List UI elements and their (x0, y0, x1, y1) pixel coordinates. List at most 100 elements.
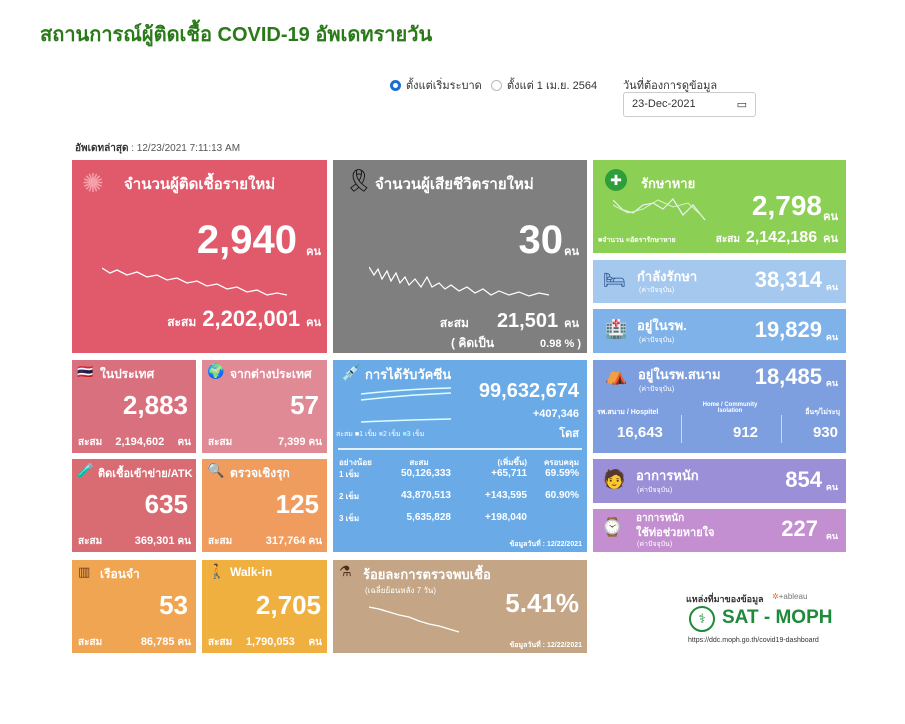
cumulative-label: สะสม (208, 437, 233, 448)
vaccine-rows-0-0: 1 เข็ม (339, 470, 360, 479)
vaccine-legend-1: 1 เข็ม (359, 431, 377, 438)
radio-icon (491, 79, 502, 91)
unit-label: คน (308, 437, 322, 448)
hospital-bed-icon: 🛏 (603, 270, 626, 290)
abroad-cumulative-row: สะสม 7,399 คน (208, 435, 322, 450)
abroad-cumulative: 7,399 (277, 436, 306, 448)
treating-value: 38,314 (754, 267, 822, 292)
element: ■ (378, 431, 383, 438)
abroad-title: จากต่างประเทศ (230, 367, 312, 381)
vaccine-total: 99,632,674 (478, 380, 579, 402)
last-updated: อัพเดทล่าสุด : 12/23/2021 7:11:13 AM (75, 141, 240, 156)
deaths-value: 30 (518, 218, 564, 262)
other-value: 930 (812, 424, 838, 441)
recovered-cumulative-row: สะสม 2,142,186 คน (693, 229, 838, 247)
domestic-value: 2,883 (122, 390, 188, 420)
source-url[interactable]: https://ddc.moph.go.th/covid19-dashboard (688, 637, 819, 644)
unit: คน (825, 282, 838, 292)
cumulative-label: สะสม (439, 316, 469, 330)
new-cases-cumulative-row: สะสม 2,202,001 คน (82, 306, 321, 332)
divider (781, 415, 782, 443)
walkin-cumulative: 1,790,053 (245, 636, 295, 648)
atk-title: ติดเชื้อเข้าข่าย/ATK (98, 468, 193, 480)
unit: คน (825, 378, 838, 388)
field-value: 18,485 (754, 364, 822, 389)
patient-iv-icon: 🧑 (603, 469, 626, 489)
walkin-card: 🚶 Walk-in 2,705 สะสม 1,790,053 คน (202, 560, 327, 653)
date-input[interactable]: 23-Dec-2021 ▭ (623, 92, 756, 117)
treating-title: กำลังรักษา (637, 269, 698, 284)
vaccine-rows-2-1: 5,635,828 (406, 512, 452, 523)
medical-cross-icon: ✚ (605, 169, 627, 191)
element (361, 387, 451, 423)
deaths-sparkline (369, 266, 550, 297)
vaccine-headers-1: สะสม (409, 458, 429, 467)
syringe-icon: 💉 (341, 365, 361, 382)
walkin-value: 2,705 (255, 590, 321, 620)
positivity-sparkline (369, 606, 460, 633)
hospitel-value: 16,643 (617, 424, 663, 441)
vaccine-legend: สะสม ■1 เข็ม ■2 เข็ม ■3 เข็ม (336, 431, 425, 438)
proactive-cumulative: 317,764 (265, 535, 306, 547)
recovered-legend-0: จำนวน (602, 237, 624, 244)
prison-title: เรือนจำ (100, 567, 140, 581)
ventilator-title2: ใช้ท่อช่วยหายใจ (636, 527, 715, 539)
hospital-icon: 🏥 (605, 319, 628, 339)
globe-icon: 🌍 (207, 363, 225, 379)
element (613, 199, 704, 218)
ventilator-title: อาการหนัก (636, 513, 685, 524)
prison-value: 53 (159, 590, 188, 620)
radio-since-apr-2564[interactable]: ตั้งแต่ 1 เม.ย. 2564 (491, 76, 597, 94)
cumulative-label: สะสม (78, 637, 103, 648)
radio-label: ตั้งแต่เริ่มระบาด (406, 80, 482, 92)
deaths-cumulative: 21,501 (496, 310, 559, 332)
positivity-subtitle: (เฉลี่ยย้อนหลัง 7 วัน) (365, 586, 436, 595)
radio-since-outbreak[interactable]: ตั้งแต่เริ่มระบาด (390, 76, 482, 94)
walkin-title: Walk-in (230, 565, 273, 579)
divider (338, 448, 582, 450)
test-kit-icon: 🧪 (77, 462, 95, 478)
field-cols-0-label: รพ.สนาม / Hospitel (597, 409, 659, 416)
abroad-value: 57 (290, 390, 319, 420)
ventilator-sub: (ค่าปัจจุบัน) (637, 541, 673, 548)
recovered-legend: ■จำนวน ■อัตรารักษาหาย (598, 237, 676, 244)
vaccine-headers-0: อย่างน้อย (339, 458, 372, 467)
element (369, 606, 460, 633)
vaccine-added: +407,346 (532, 408, 579, 420)
radio-icon (390, 79, 401, 91)
domestic-card: 🇹🇭 ในประเทศ 2,883 สะสม 2,194,602 คน (72, 360, 196, 453)
tableau-logo: ✲+ableau (772, 592, 807, 601)
page-title: สถานการณ์ผู้ติดเชื้อ COVID-19 อัพเดทรายว… (40, 24, 433, 46)
unit-label: คน (564, 318, 579, 330)
unit-label: คน (177, 637, 191, 648)
prison-card: ▥ เรือนจำ 53 สะสม 86,785 คน (72, 560, 196, 653)
death-rate-label: ( คิดเป็น (451, 336, 495, 350)
unit: คน (825, 482, 838, 492)
treating-sub: (ค่าปัจจุบัน) (639, 287, 675, 294)
ventilator-value: 227 (781, 516, 818, 541)
recovered-cumulative: 2,142,186 (745, 229, 818, 246)
cumulative-label: สะสม (167, 315, 197, 329)
vaccine-rows-1-2: +143,595 (485, 490, 527, 501)
element: ■ (402, 431, 407, 438)
proactive-value: 125 (275, 489, 319, 519)
hospital-card: 🏥 อยู่ในรพ. (ค่าปัจจุบัน) 19,829 คน (593, 309, 846, 353)
calendar-icon[interactable]: ▭ (736, 99, 747, 111)
field-sub: (ค่าปัจจุบัน) (639, 386, 675, 393)
domestic-cumulative-row: สะสม 2,194,602 คน (78, 435, 191, 450)
element (613, 198, 706, 221)
proactive-card: 🔍 ตรวจเชิงรุก 125 สะสม 317,764 คน (202, 459, 327, 552)
vaccine-card: 💉 การได้รับวัคซีน 99,632,674 +407,346 โด… (333, 360, 587, 552)
new-cases-sparkline (102, 267, 288, 296)
prison-cumulative: 86,785 (140, 636, 175, 648)
walking-person-icon: 🚶 (208, 563, 226, 579)
treating-card: 🛏 กำลังรักษา (ค่าปัจจุบัน) 38,314 คน (593, 260, 846, 303)
source-tableau: +ableau (778, 592, 808, 601)
table-row: 2 เข็ม 43,870,513 +143,595 60.90% (339, 490, 579, 512)
unit: คน (306, 246, 321, 258)
element (369, 266, 550, 297)
unit: คน (564, 246, 579, 258)
prison-cumulative-row: สะสม 86,785 คน (78, 635, 191, 650)
recovered-title: รักษาหาย (641, 176, 696, 191)
severe-card: 🧑 อาการหนัก (ค่าปัจจุบัน) 854 คน (593, 459, 846, 503)
